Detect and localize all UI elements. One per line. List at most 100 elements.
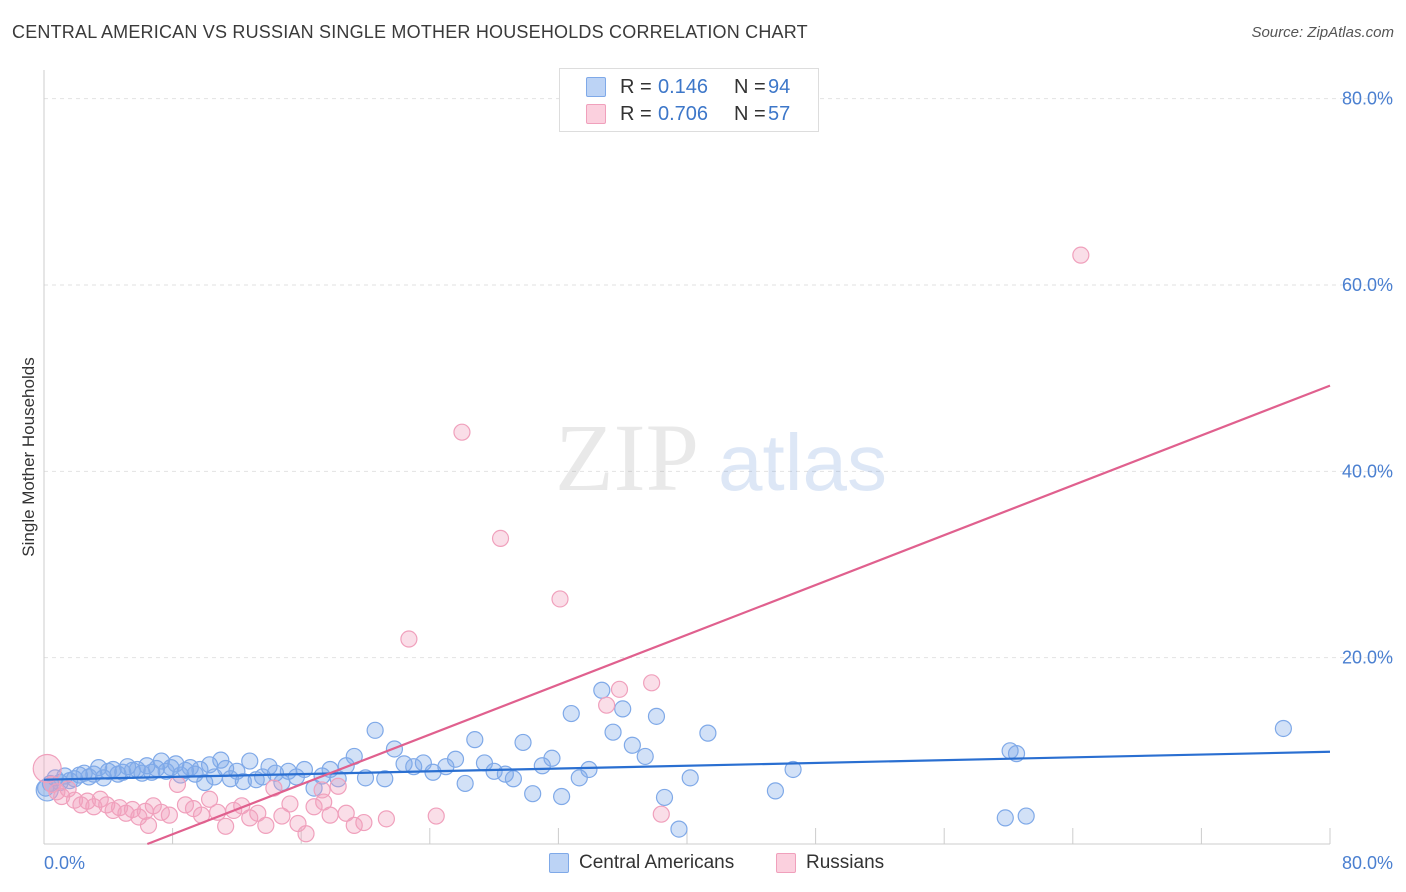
- watermark-zip: ZIP: [555, 404, 699, 511]
- data-point-russians: [491, 529, 510, 548]
- data-point-russians: [160, 806, 178, 824]
- y-tick-label: 20.0%: [1342, 648, 1393, 668]
- data-point-russians: [652, 805, 670, 823]
- correlation-legend: R = 0.146 N = 94 R = 0.706 N = 57: [559, 68, 819, 132]
- bottom-legend-label: Central Americans: [579, 852, 735, 873]
- data-point-central-americans: [90, 758, 108, 777]
- data-point-russians: [249, 804, 267, 822]
- data-point-russians: [281, 795, 299, 813]
- data-point-russians: [400, 630, 418, 648]
- watermark: ZIP atlas: [555, 404, 887, 511]
- data-point-central-americans: [212, 751, 230, 769]
- data-point-central-americans: [647, 707, 666, 725]
- data-point-russians: [241, 809, 259, 827]
- data-point-central-americans: [466, 731, 484, 749]
- data-point-central-americans: [996, 809, 1014, 827]
- data-point-central-americans: [514, 733, 532, 752]
- data-point-russians: [139, 816, 158, 834]
- data-point-central-americans: [254, 768, 272, 786]
- data-point-russians: [551, 590, 569, 608]
- series-russians: [32, 246, 1090, 843]
- trendline-central-americans: [43, 750, 1331, 781]
- data-point-central-americans: [241, 752, 259, 770]
- legend-swatch-russians: [586, 104, 606, 124]
- data-point-russians: [32, 753, 62, 784]
- trendline-russians: [146, 384, 1331, 846]
- legend-r-value: 0.706: [658, 102, 709, 125]
- data-point-central-americans: [376, 770, 394, 788]
- trend-lines: [43, 384, 1331, 846]
- data-point-central-americans: [623, 736, 641, 754]
- data-point-russians: [610, 680, 629, 698]
- legend-n-label: N =: [734, 102, 766, 125]
- source-label: Source: ZipAtlas.com: [1251, 24, 1394, 41]
- data-point-central-americans: [485, 762, 503, 780]
- data-point-russians: [453, 423, 471, 441]
- legend-row-russians: R = 0.706 N = 57: [586, 102, 790, 126]
- y-tick-labels: 20.0% 40.0% 60.0% 80.0%: [1342, 89, 1393, 668]
- data-point-central-americans: [681, 769, 699, 787]
- data-point-russians: [345, 816, 363, 834]
- legend-n-value: 57: [768, 102, 791, 125]
- data-point-central-americans: [456, 774, 474, 793]
- data-point-russians: [168, 775, 187, 793]
- data-point-central-americans: [593, 681, 611, 699]
- data-point-russians: [355, 813, 373, 832]
- data-point-central-americans: [636, 747, 654, 766]
- legend-r-label: R =: [620, 102, 652, 125]
- legend-r-label: R =: [620, 75, 652, 98]
- data-point-central-americans: [234, 772, 252, 791]
- data-point-russians: [176, 796, 195, 814]
- bottom-legend-label: Russians: [806, 852, 885, 873]
- x-tick-label-min: 0.0%: [44, 853, 85, 873]
- data-point-central-americans: [655, 788, 674, 807]
- data-point-central-americans: [446, 750, 465, 768]
- data-point-russians: [337, 804, 355, 822]
- data-point-central-americans: [524, 785, 542, 803]
- legend-swatch-central-americans: [586, 77, 606, 97]
- data-point-russians: [305, 798, 323, 816]
- x-axis-ticks: [43, 828, 1331, 844]
- data-point-russians: [200, 790, 219, 808]
- data-point-russians: [257, 816, 275, 834]
- data-point-central-americans: [699, 724, 717, 742]
- bottom-legend-swatch: [776, 853, 796, 873]
- bottom-legend-russians: Russians: [776, 852, 884, 874]
- bottom-legend-central-americans: Central Americans: [549, 852, 734, 874]
- data-point-central-americans: [604, 723, 622, 741]
- data-point-central-americans: [553, 787, 571, 806]
- legend-r-value: 0.146: [658, 75, 709, 98]
- data-point-central-americans: [1274, 719, 1292, 738]
- x-tick-label-max: 80.0%: [1342, 853, 1393, 873]
- data-point-central-americans: [562, 704, 580, 723]
- data-point-russians: [643, 674, 661, 692]
- data-point-central-americans: [366, 721, 384, 739]
- data-point-russians: [427, 807, 445, 825]
- data-point-russians: [273, 807, 291, 825]
- data-point-central-americans: [176, 761, 195, 779]
- y-tick-label: 40.0%: [1342, 461, 1393, 481]
- watermark-atlas: atlas: [718, 418, 887, 507]
- data-point-central-americans: [784, 760, 802, 779]
- y-axis-label: Single Mother Households: [19, 357, 38, 556]
- data-point-central-americans: [196, 773, 214, 792]
- grid-lines: [44, 98, 1392, 659]
- data-point-russians: [217, 817, 235, 835]
- data-point-russians: [329, 777, 347, 795]
- data-point-russians: [48, 783, 66, 801]
- data-point-central-americans: [266, 764, 285, 782]
- legend-n-value: 94: [768, 75, 791, 98]
- legend-n-label: N =: [734, 75, 766, 98]
- data-point-central-americans: [580, 760, 598, 779]
- data-point-central-americans: [191, 760, 209, 779]
- data-point-russians: [377, 810, 395, 828]
- data-point-russians: [297, 825, 315, 843]
- data-point-russians: [1072, 246, 1090, 264]
- data-point-central-americans: [152, 752, 170, 770]
- data-point-russians: [315, 793, 333, 811]
- data-point-central-americans: [543, 749, 561, 767]
- bottom-legend-swatch: [549, 853, 569, 873]
- y-tick-label: 60.0%: [1342, 275, 1393, 295]
- data-point-central-americans: [670, 820, 688, 838]
- data-point-russians: [598, 696, 616, 714]
